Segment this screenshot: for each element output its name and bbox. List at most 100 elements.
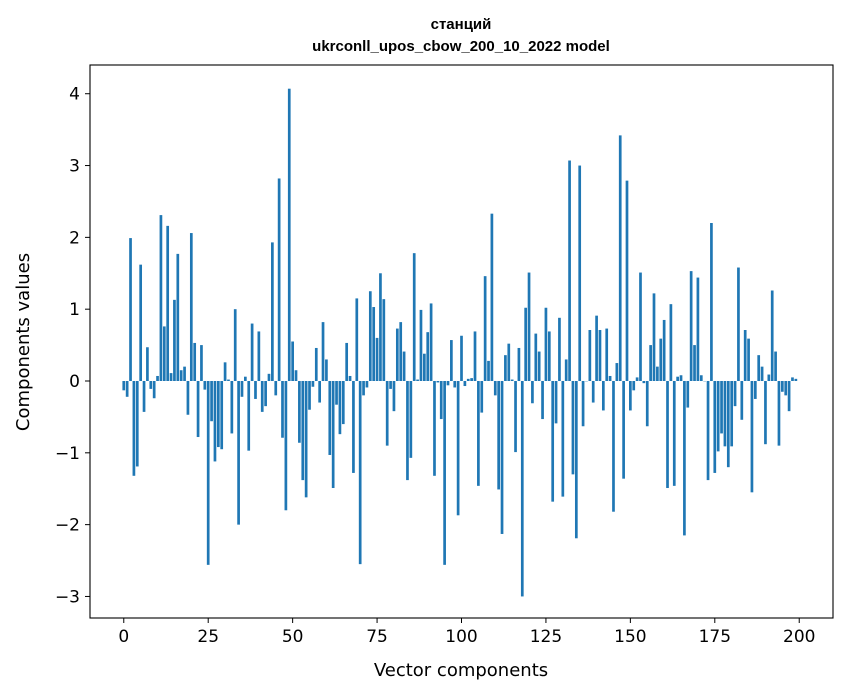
y-tick-label: −3 [55, 587, 80, 607]
bar [625, 180, 629, 381]
bars-group [122, 88, 798, 597]
bar [770, 290, 774, 381]
bar [764, 381, 767, 445]
bar [254, 381, 257, 399]
bar [436, 381, 440, 383]
bar [237, 381, 240, 525]
bar [433, 381, 436, 476]
bar [399, 322, 403, 381]
bar [720, 381, 723, 434]
bar [568, 160, 571, 381]
bar [480, 381, 484, 413]
bar [791, 377, 794, 381]
bar [162, 326, 166, 381]
bar [666, 381, 669, 489]
bar [352, 381, 355, 473]
bar [416, 379, 419, 381]
bar [230, 381, 234, 434]
x-tick-label: 25 [197, 627, 219, 647]
bar [527, 272, 531, 381]
y-tick-label: 2 [69, 228, 80, 248]
bar [412, 253, 416, 381]
bar [632, 381, 636, 391]
bar [372, 307, 376, 381]
bar [683, 381, 686, 536]
bar [618, 135, 622, 381]
bar [531, 381, 534, 404]
bar [649, 345, 652, 381]
bar [780, 381, 784, 392]
bar [460, 335, 463, 381]
bar [558, 317, 561, 381]
x-tick-label: 50 [282, 627, 304, 647]
bar [463, 381, 467, 387]
bar [382, 299, 386, 381]
bar [206, 381, 210, 565]
bar [574, 381, 578, 539]
bar [669, 304, 673, 381]
bar [220, 381, 224, 450]
bar [200, 345, 203, 381]
bar [281, 381, 284, 438]
bar [466, 378, 470, 381]
bar [318, 381, 321, 403]
bar [139, 264, 143, 381]
bar [622, 381, 625, 479]
bar [274, 381, 278, 396]
y-tick-label: −1 [55, 444, 80, 464]
bar [787, 381, 791, 412]
bar [656, 366, 659, 381]
bar [578, 165, 582, 381]
bar [152, 381, 156, 399]
bar [699, 375, 703, 381]
bar [358, 381, 362, 565]
bar [142, 381, 146, 412]
bar [311, 381, 315, 387]
bar [429, 303, 433, 381]
bar [581, 381, 585, 427]
bar [365, 381, 369, 388]
bar [612, 381, 615, 512]
bar [726, 381, 730, 468]
bar [737, 267, 740, 381]
chart-title: станций [431, 16, 492, 33]
bar [588, 330, 592, 381]
bar [385, 381, 389, 446]
bar [672, 381, 676, 486]
bar [794, 378, 798, 381]
y-tick-label: 4 [69, 85, 80, 105]
chart-subtitle: ukrconll_upos_cbow_200_10_2022 model [312, 38, 610, 55]
bar [693, 345, 696, 381]
bar [564, 359, 568, 381]
bar [696, 277, 700, 381]
bar [277, 178, 281, 381]
bar [247, 381, 251, 451]
bar [635, 377, 639, 381]
bar [406, 381, 409, 481]
bar [750, 381, 754, 493]
bar [537, 351, 541, 381]
bar [747, 338, 750, 381]
bar [298, 381, 301, 443]
x-axis-label: Vector components [374, 660, 548, 681]
bar [713, 381, 717, 473]
bar [760, 366, 764, 381]
bar [227, 379, 230, 381]
bar [267, 373, 271, 381]
bar [271, 242, 274, 381]
bar [210, 381, 213, 422]
bar [395, 328, 399, 381]
bar [392, 381, 396, 412]
y-axis-label: Components values [13, 253, 34, 431]
bar [477, 381, 480, 486]
bar [260, 381, 264, 412]
bar [223, 362, 227, 381]
bar [507, 343, 511, 381]
bar [571, 381, 575, 475]
bar [203, 381, 207, 390]
bar [561, 381, 565, 497]
bar [554, 381, 558, 424]
bar [338, 381, 342, 435]
bar [125, 381, 129, 397]
